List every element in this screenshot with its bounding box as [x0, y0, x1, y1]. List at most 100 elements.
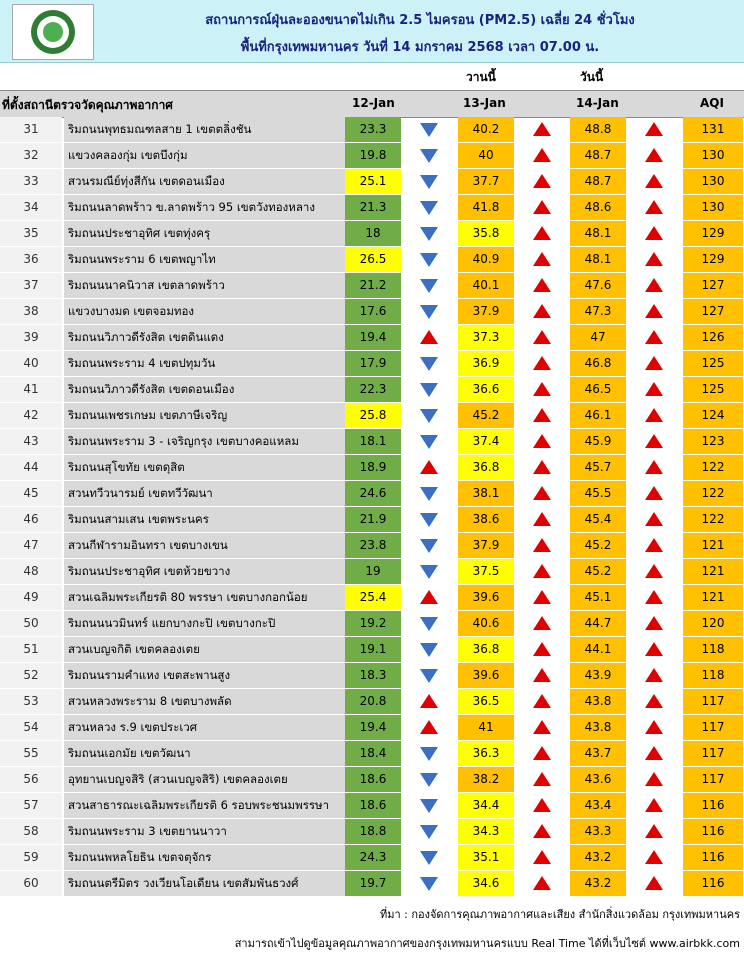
row-number: 57 [0, 793, 62, 819]
aqi-value: 117 [683, 689, 743, 715]
pm25-value: 40.6 [458, 611, 514, 637]
trend-arrow [401, 247, 457, 273]
pm25-value: 34.3 [458, 819, 514, 845]
location: สวนกีฬารามอินทรา เขตบางเขน [64, 533, 348, 559]
location: ริมถนนพระราม 3 เขตยานนาวา [64, 819, 348, 845]
location: สวนหลวงพระราม 8 เขตบางพลัด [64, 689, 348, 715]
pm25-value: 18.1 [345, 429, 401, 455]
pm25-value: 19.8 [345, 143, 401, 169]
pm25-value: 21.9 [345, 507, 401, 533]
pm25-value: 36.8 [458, 455, 514, 481]
aqi-value: 117 [683, 767, 743, 793]
pm25-value: 45.9 [570, 429, 626, 455]
pm25-value: 18.6 [345, 767, 401, 793]
table-row: 48 ริมถนนประชาอุทิศ เขตห้วยขวาง 19 37.5 45.2… [0, 559, 744, 585]
row-number: 52 [0, 663, 62, 689]
trend-arrow [514, 741, 570, 767]
aqi-value: 118 [683, 663, 743, 689]
trend-arrow [401, 793, 457, 819]
pm25-value: 38.2 [458, 767, 514, 793]
pm25-value: 17.9 [345, 351, 401, 377]
pm25-value: 25.8 [345, 403, 401, 429]
pm25-value: 35.1 [458, 845, 514, 871]
location: สวนเบญจกิติ เขตคลองเตย [64, 637, 348, 663]
trend-arrow [401, 377, 457, 403]
pm25-value: 45.5 [570, 481, 626, 507]
table-row: 59 ริมถนนพหลโยธิน เขตจตุจักร 24.3 35.1 43.2 1… [0, 845, 744, 871]
row-number: 39 [0, 325, 62, 351]
trend-arrow [401, 403, 457, 429]
pm25-value: 40 [458, 143, 514, 169]
table-body: 31 ริมถนนพุทธมณฑลสาย 1 เขตตลิ่งชัน 23.3 40.… [0, 117, 744, 897]
aqi-value: 130 [683, 143, 743, 169]
aqi-value: 126 [683, 325, 743, 351]
pm25-value: 45.2 [458, 403, 514, 429]
table-row: 31 ริมถนนพุทธมณฑลสาย 1 เขตตลิ่งชัน 23.3 40.… [0, 117, 744, 143]
pm25-value: 43.2 [570, 845, 626, 871]
aqi-value: 117 [683, 741, 743, 767]
row-number: 50 [0, 611, 62, 637]
aqi-value: 125 [683, 351, 743, 377]
row-number: 37 [0, 273, 62, 299]
pm25-value: 18.4 [345, 741, 401, 767]
row-number: 40 [0, 351, 62, 377]
column-header: ที่ตั้งสถานีตรวจวัดคุณภาพอากาศ 12-Jan 13… [0, 90, 744, 118]
trend-arrow [626, 429, 682, 455]
location: ริมถนนเอกมัย เขตวัฒนา [64, 741, 348, 767]
trend-arrow [401, 273, 457, 299]
trend-arrow [514, 845, 570, 871]
trend-arrow [626, 663, 682, 689]
title-band: สถานการณ์ฝุ่นละอองขนาดไม่เกิน 2.5 ไมครอน… [0, 0, 744, 63]
row-number: 58 [0, 819, 62, 845]
trend-arrow [514, 637, 570, 663]
row-number: 42 [0, 403, 62, 429]
pm25-value: 47.3 [570, 299, 626, 325]
trend-arrow [626, 819, 682, 845]
row-number: 41 [0, 377, 62, 403]
pm25-value: 44.7 [570, 611, 626, 637]
pm25-value: 40.9 [458, 247, 514, 273]
table-row: 39 ริมถนนวิภาวดีรังสิต เขตดินแดง 19.4 37.3 4… [0, 325, 744, 351]
row-number: 45 [0, 481, 62, 507]
trend-arrow [626, 637, 682, 663]
trend-arrow [626, 793, 682, 819]
trend-arrow [514, 663, 570, 689]
trend-arrow [514, 611, 570, 637]
pm25-value: 24.3 [345, 845, 401, 871]
location: ริมถนนพระราม 6 เขตพญาไท [64, 247, 348, 273]
location: ริมถนนสามเสน เขตพระนคร [64, 507, 348, 533]
pm25-value: 34.4 [458, 793, 514, 819]
pm25-value: 37.9 [458, 299, 514, 325]
pm25-value: 48.7 [570, 143, 626, 169]
trend-arrow [626, 611, 682, 637]
trend-arrow [401, 819, 457, 845]
trend-arrow [626, 715, 682, 741]
pm25-value: 47 [570, 325, 626, 351]
pm25-value: 25.4 [345, 585, 401, 611]
trend-arrow [626, 585, 682, 611]
trend-arrow [401, 741, 457, 767]
location: ริมถนนพุทธมณฑลสาย 1 เขตตลิ่งชัน [64, 117, 348, 143]
trend-arrow [401, 325, 457, 351]
pm25-value: 45.1 [570, 585, 626, 611]
trend-arrow [401, 429, 457, 455]
pm25-value: 46.1 [570, 403, 626, 429]
pm25-value: 19.2 [345, 611, 401, 637]
pm25-value: 39.6 [458, 663, 514, 689]
trend-arrow [514, 325, 570, 351]
table-row: 32 แขวงคลองกุ่ม เขตบึงกุ่ม 19.8 40 48.7 130 [0, 143, 744, 169]
row-number: 46 [0, 507, 62, 533]
location: ริมถนนประชาอุทิศ เขตทุ่งครุ [64, 221, 348, 247]
trend-arrow [626, 845, 682, 871]
title: สถานการณ์ฝุ่นละอองขนาดไม่เกิน 2.5 ไมครอน… [205, 13, 635, 28]
aqi-value: 122 [683, 455, 743, 481]
table-row: 44 ริมถนนสุโขทัย เขตดุสิต 18.9 36.8 45.7 122 [0, 455, 744, 481]
aqi-value: 116 [683, 871, 743, 897]
trend-arrow [626, 169, 682, 195]
trend-arrow [626, 325, 682, 351]
pm25-value: 35.8 [458, 221, 514, 247]
row-number: 59 [0, 845, 62, 871]
trend-arrow [401, 871, 457, 897]
pm25-value: 36.9 [458, 351, 514, 377]
location: แขวงคลองกุ่ม เขตบึงกุ่ม [64, 143, 348, 169]
